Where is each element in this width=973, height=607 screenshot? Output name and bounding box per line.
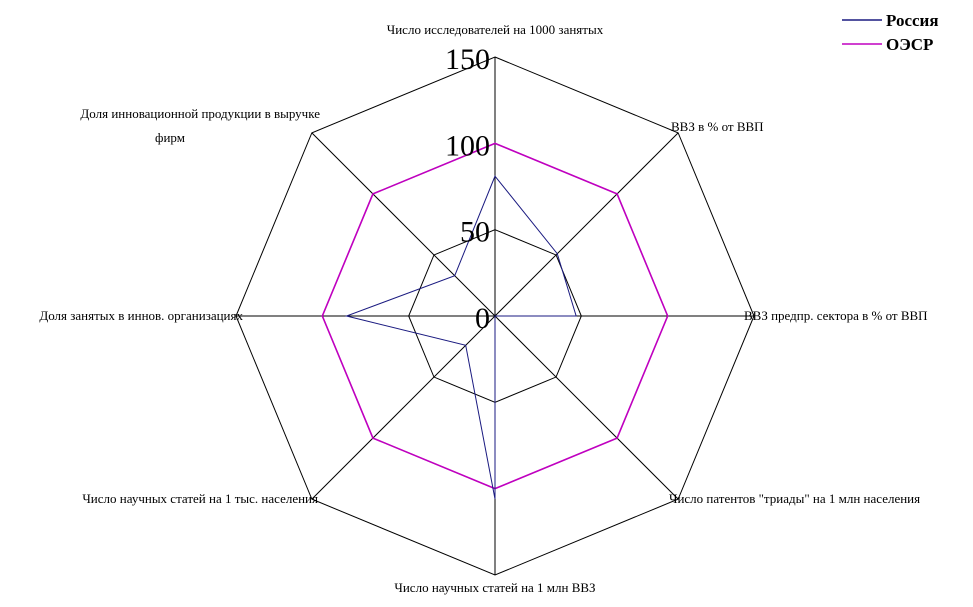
axis-labels: Число исследователей на 1000 занятых ВВЗ … (39, 22, 927, 595)
spoke-3 (494, 315, 679, 500)
axis-label-0: Число исследователей на 1000 занятых (387, 22, 604, 37)
axis-label-1: ВВЗ в % от ВВП (671, 119, 764, 134)
axis-label-3: Число патентов "триады" на 1 млн населен… (669, 491, 920, 506)
axis-label-7: Доля инновационной продукции в выручке фи… (80, 106, 320, 145)
spoke-7 (311, 132, 496, 317)
spoke-5 (311, 315, 496, 500)
radar-series (321, 142, 669, 500)
legend-label-0: Россия (886, 11, 939, 30)
legend: Россия ОЭСР (842, 11, 939, 54)
series-line-0 (344, 175, 577, 500)
axis-label-5: Число научных статей на 1 тыс. населения (82, 491, 318, 506)
axis-label-2: ВВЗ предпр. сектора в % от ВВП (744, 308, 928, 323)
spoke-1 (494, 132, 679, 317)
tick-labels: 0 50 100 150 (445, 43, 490, 335)
axis-label-6: Доля занятых в иннов. организациях (39, 308, 243, 323)
axis-label-4: Число научных статей на 1 млн ВВЗ (394, 580, 595, 595)
legend-label-1: ОЭСР (886, 35, 933, 54)
tick-label-100: 100 (445, 129, 490, 162)
tick-label-50: 50 (460, 216, 490, 249)
tick-label-0: 0 (475, 302, 490, 335)
tick-label-150: 150 (445, 43, 490, 76)
